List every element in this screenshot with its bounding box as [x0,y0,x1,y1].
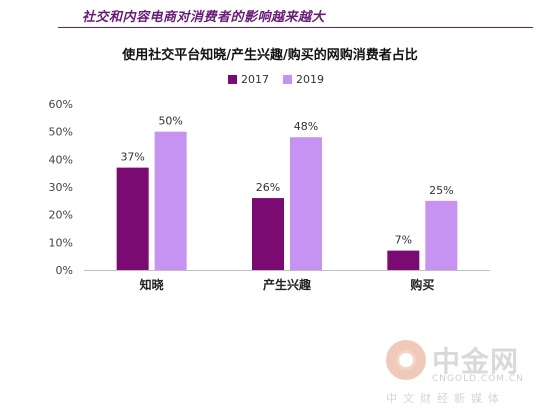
bar-2017-1 [252,198,284,270]
header-divider [58,27,533,28]
bar-2017-0 [116,167,149,270]
bar-2017-2 [387,250,420,270]
bar-2019-1 [290,137,322,270]
watermark: 中金网 CNGOLD.COM.CN 中文财经新媒体 [386,340,536,410]
data-label-2017-1: 26% [256,181,280,194]
x-tick-label: 购买 [410,277,434,292]
y-tick-label: 50% [49,126,73,139]
data-label-2019-0: 50% [158,115,182,128]
legend-swatch-2017 [228,75,237,84]
y-tick-label: 10% [49,236,73,249]
y-tick-label: 60% [49,98,73,111]
legend-item-2017: 2017 [228,73,269,86]
legend-swatch-2019 [283,75,292,84]
data-label-2017-0: 37% [120,151,144,164]
y-tick-label: 0% [56,264,73,277]
watermark-name: 中金网 [432,345,520,378]
x-tick-label: 产生兴趣 [263,277,312,292]
report-header-title: 社交和内容电商对消费者的影响越来越大 [82,10,326,25]
data-label-2019-2: 25% [429,184,453,197]
chart-title: 使用社交平台知晓/产生兴趣/购买的网购消费者占比 [122,48,418,63]
legend-label-2017: 2017 [241,73,269,86]
watermark-logo-icon [386,340,426,380]
data-label-2017-2: 7% [395,234,412,247]
bar-2019-0 [154,131,187,270]
x-tick-label: 知晓 [139,277,164,292]
legend-label-2019: 2019 [296,73,324,86]
watermark-tagline: 中文财经新媒体 [386,392,505,405]
bar-2019-2 [425,200,458,270]
watermark-domain: CNGOLD.COM.CN [432,374,524,384]
legend-item-2019: 2019 [283,73,324,86]
y-tick-label: 30% [49,181,73,194]
y-tick-label: 20% [49,209,73,222]
y-tick-label: 40% [49,153,73,166]
data-label-2019-1: 48% [294,120,318,133]
report-header: 社交和内容电商对消费者的影响越来越大 [0,0,540,30]
